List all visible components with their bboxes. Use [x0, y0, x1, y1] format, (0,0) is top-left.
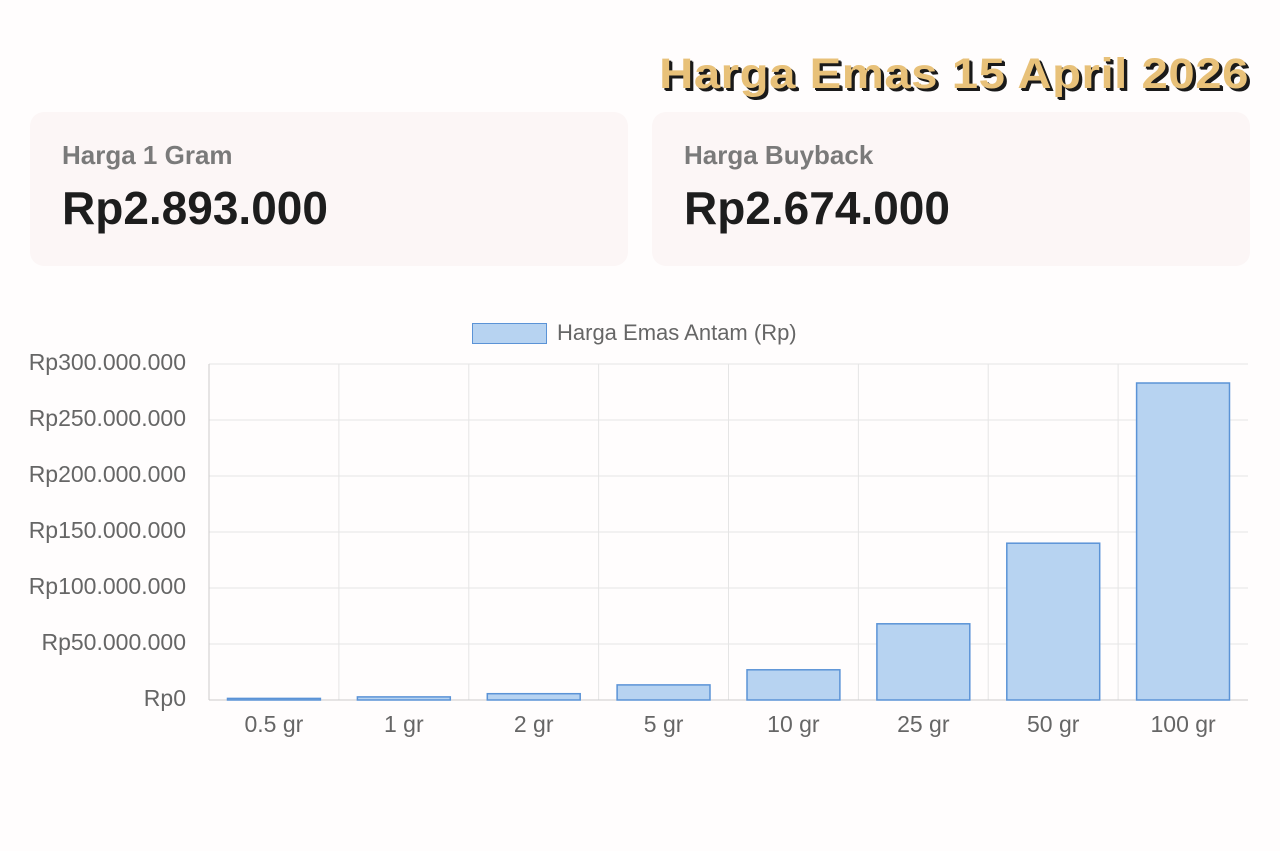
- svg-text:25 gr: 25 gr: [897, 711, 950, 737]
- svg-text:10 gr: 10 gr: [767, 711, 820, 737]
- svg-text:Rp100.000.000: Rp100.000.000: [29, 573, 186, 599]
- svg-text:Rp50.000.000: Rp50.000.000: [41, 629, 186, 655]
- svg-text:1 gr: 1 gr: [384, 711, 424, 737]
- svg-text:5 gr: 5 gr: [644, 711, 684, 737]
- svg-text:Rp0: Rp0: [144, 685, 186, 711]
- svg-text:Rp150.000.000: Rp150.000.000: [29, 517, 186, 543]
- svg-text:50 gr: 50 gr: [1027, 711, 1080, 737]
- svg-text:Rp200.000.000: Rp200.000.000: [29, 461, 186, 487]
- svg-text:2 gr: 2 gr: [514, 711, 554, 737]
- svg-text:100 gr: 100 gr: [1150, 711, 1216, 737]
- svg-text:Rp300.000.000: Rp300.000.000: [29, 349, 186, 375]
- svg-text:Rp250.000.000: Rp250.000.000: [29, 405, 186, 431]
- svg-text:0.5 gr: 0.5 gr: [244, 711, 303, 737]
